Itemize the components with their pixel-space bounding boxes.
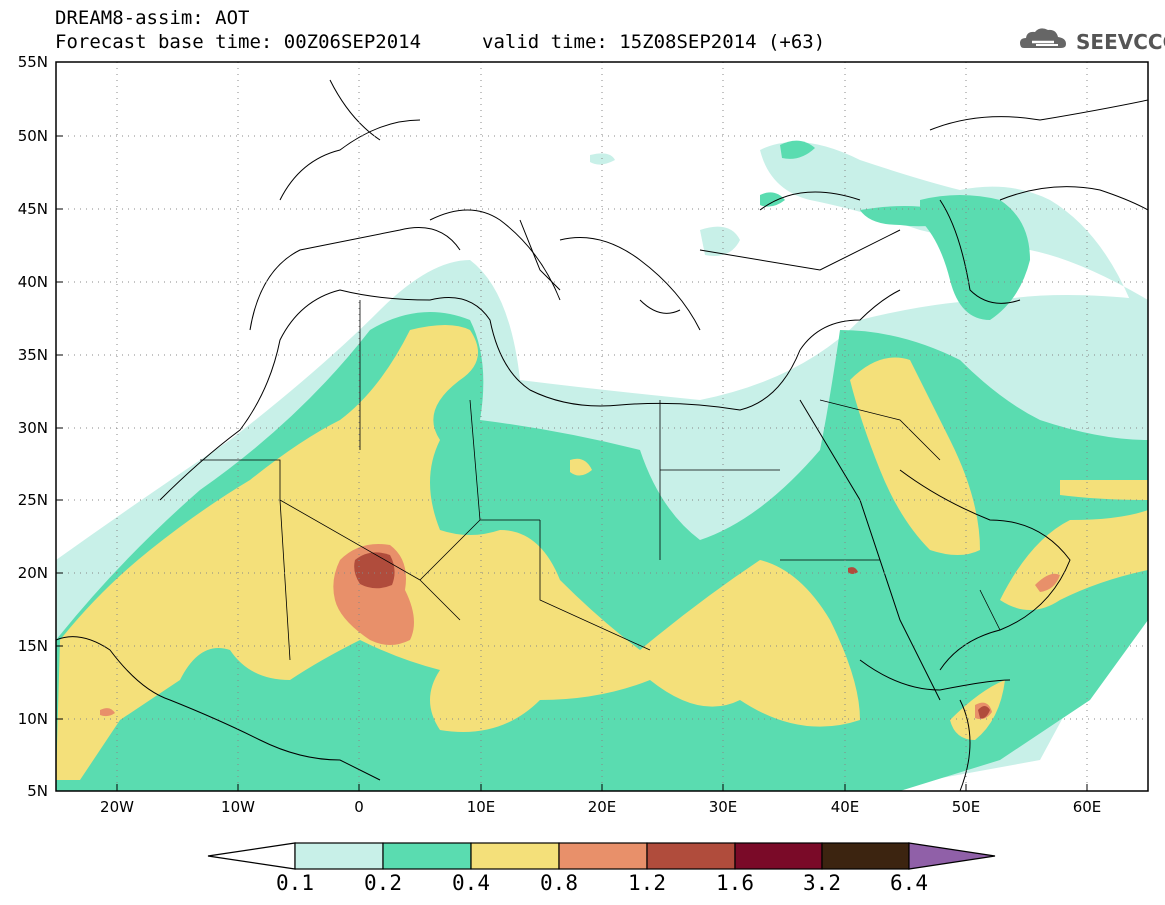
lon-label: 20E [587,798,617,816]
lon-label: 20W [100,798,134,816]
axis-ticks [56,61,1088,791]
lat-label: 20N [17,564,48,582]
lat-label: 5N [27,782,48,800]
colorbar-label: 1.2 [628,871,666,895]
graticule [56,62,1148,791]
valid-time: valid time: 15Z08SEP2014 (+63) [482,31,826,53]
map-title: DREAM8-assim: AOT [55,7,250,29]
lon-label: 40E [830,798,860,816]
colorbar [207,842,996,870]
lat-label: 10N [17,710,48,728]
colorbar-bin [734,842,823,870]
colorbar-label: 0.8 [540,871,578,895]
lat-label: 35N [17,346,48,364]
colorbar-label: 6.4 [890,871,928,895]
colorbar-label: 3.2 [803,871,841,895]
lat-label: 55N [17,53,48,71]
colorbar-label: 0.2 [364,871,402,895]
lon-label: 50E [951,798,981,816]
lat-label: 50N [17,127,48,145]
colorbar-bin [294,842,384,870]
colorbar-low-arrow [207,842,296,870]
colorbar-bin [558,842,648,870]
coastlines [56,79,1148,791]
lon-label: 10W [221,798,255,816]
colorbar-bin [646,842,736,870]
borders [200,300,1001,661]
cloud-icon [1020,28,1066,48]
logo-text: SEEVCCC [1076,30,1165,54]
lon-label: 10E [466,798,496,816]
lon-label: 60E [1072,798,1102,816]
lon-label: 0 [354,798,364,816]
forecast-base-time: Forecast base time: 00Z06SEP2014 [55,31,422,53]
lat-label: 25N [17,491,48,509]
lat-label: 15N [17,637,48,655]
lat-label: 45N [17,200,48,218]
colorbar-label: 0.4 [452,871,490,895]
colorbar-bin [821,842,910,870]
colorbar-label: 1.6 [716,871,754,895]
colorbar-high-arrow [908,842,996,870]
aot-fields [56,140,1148,791]
colorbar-label: 0.1 [276,871,314,895]
lat-label: 30N [17,419,48,437]
lat-label: 40N [17,273,48,291]
colorbar-bin [470,842,560,870]
colorbar-bin [382,842,472,870]
lon-label: 30E [708,798,738,816]
